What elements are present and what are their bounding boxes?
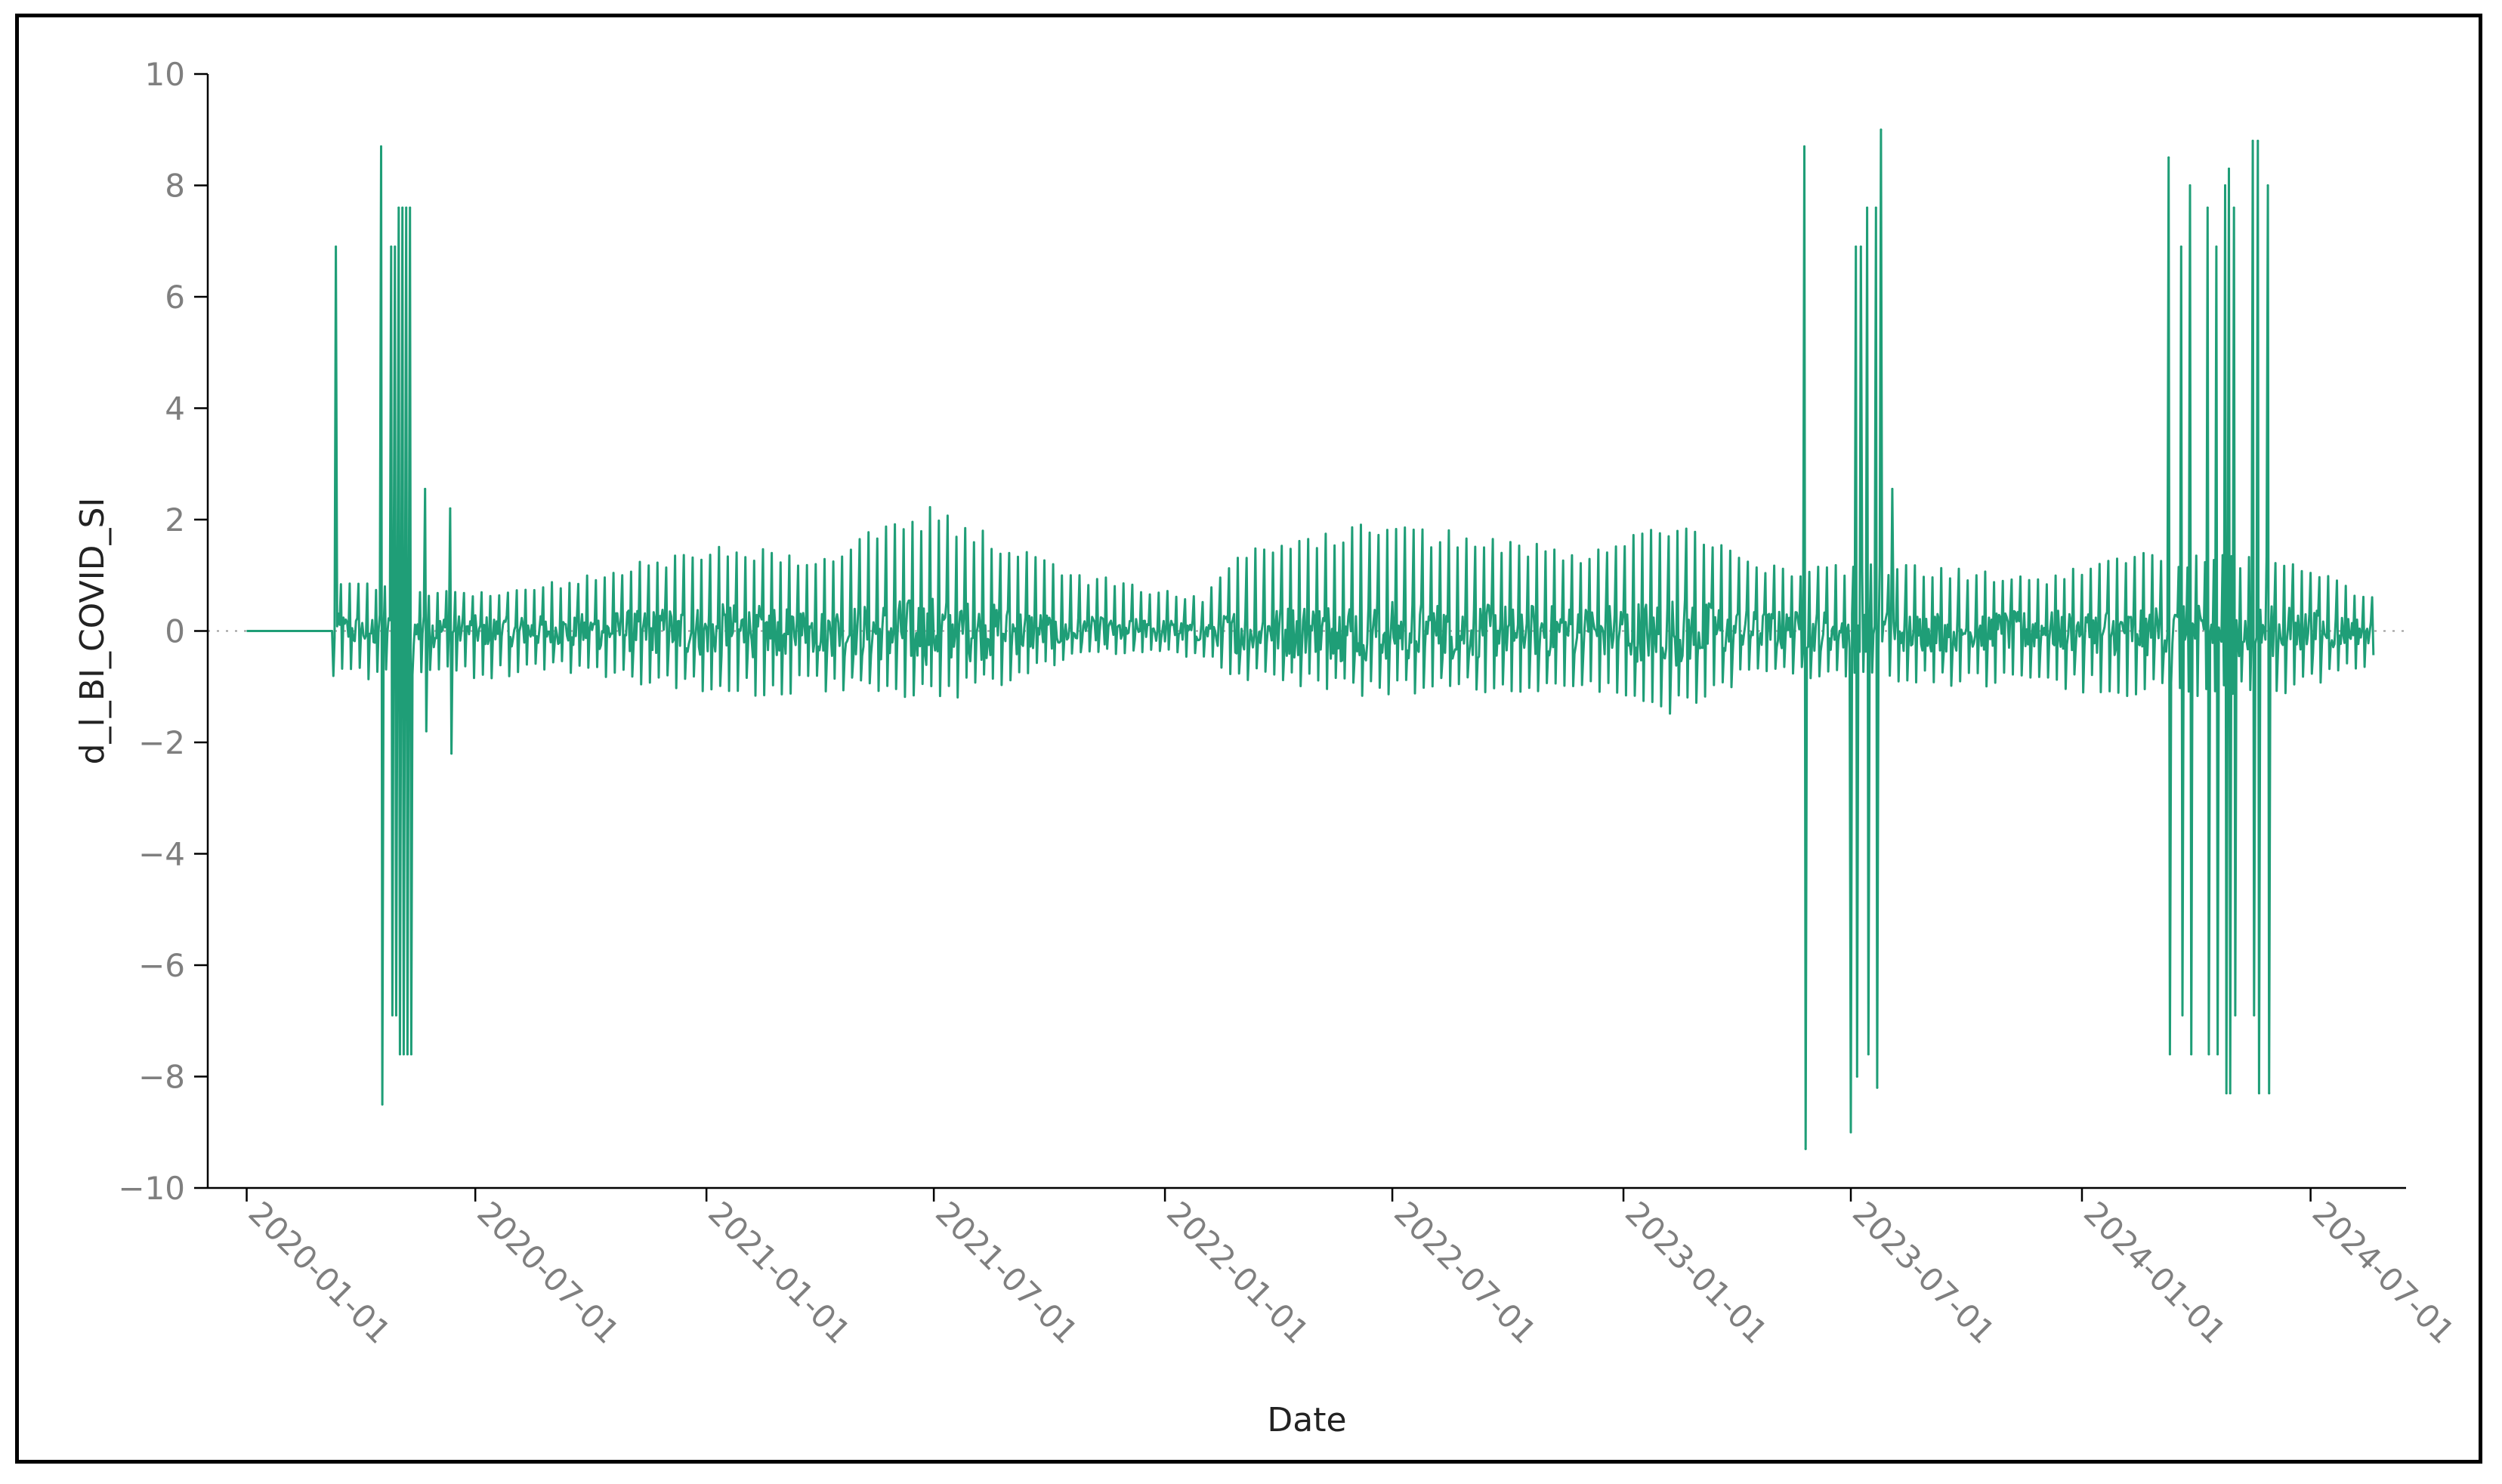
- spike-point: [2228, 167, 2231, 170]
- y-tick-label: 8: [165, 168, 185, 205]
- spike-point: [2256, 140, 2260, 142]
- spike-point: [405, 206, 408, 209]
- spike-point: [1804, 1147, 1807, 1150]
- spike-point: [1874, 206, 1877, 209]
- spike-point: [2216, 1053, 2219, 1056]
- spike-point: [2251, 140, 2254, 142]
- spike-point: [2234, 1014, 2237, 1017]
- spike-point: [2168, 1053, 2171, 1056]
- spike-point: [391, 1014, 394, 1017]
- series-line: [246, 128, 2375, 1150]
- spike-point: [398, 1053, 401, 1056]
- spike-point: [449, 507, 452, 510]
- spike-point: [450, 752, 453, 755]
- spike-point: [2257, 1092, 2260, 1095]
- spike-point: [381, 1103, 384, 1106]
- spike-point: [2188, 184, 2192, 187]
- spike-point: [390, 245, 393, 248]
- spike-point: [2266, 184, 2269, 187]
- y-tick-label: 4: [165, 390, 185, 427]
- spike-point: [1855, 1075, 1858, 1078]
- spike-point: [401, 206, 404, 209]
- x-tick-label: 2024-01-01: [2077, 1194, 2233, 1350]
- y-tick-label: −6: [138, 947, 185, 984]
- spike-point: [409, 1053, 412, 1056]
- y-tick-label: −8: [138, 1059, 185, 1096]
- spike-point: [1855, 245, 1858, 248]
- x-tick-label: 2020-07-01: [470, 1194, 626, 1350]
- spike-point: [379, 145, 382, 148]
- x-tick-label: 2022-07-01: [1387, 1194, 1543, 1350]
- y-tick-label: 0: [165, 613, 185, 650]
- spike-point: [2179, 245, 2182, 248]
- spike-point: [2268, 1092, 2271, 1095]
- spike-point: [1880, 128, 1883, 131]
- spike-point: [2229, 1092, 2232, 1095]
- spike-point: [2215, 245, 2218, 248]
- x-tick-label: 2020-01-01: [241, 1194, 397, 1350]
- spike-point: [394, 1014, 397, 1017]
- spike-point: [394, 245, 397, 248]
- chart-frame: 10 8 6 4 2 0 −2 −4 −6 −8 −10 2020-01-01 2020-07-01 2…: [15, 14, 2482, 1464]
- spike-point: [2232, 206, 2235, 209]
- spike-point: [2190, 1053, 2193, 1056]
- x-axis-ticks: 2020-01-01 2020-07-01 2021-01-01 2021-07-01…: [241, 1188, 2462, 1351]
- spike-point: [1859, 245, 1862, 248]
- spike-point: [1891, 487, 1894, 490]
- spike-point: [2225, 1092, 2228, 1095]
- x-tick-label: 2023-07-01: [1846, 1194, 2002, 1350]
- x-tick-label: 2022-01-01: [1160, 1194, 1316, 1350]
- spike-point: [425, 730, 428, 733]
- y-tick-label: −10: [118, 1170, 185, 1207]
- y-tick-label: −2: [138, 724, 185, 761]
- spike-point: [397, 206, 400, 209]
- spike-point: [1876, 1086, 1879, 1089]
- spike-point: [2206, 206, 2209, 209]
- x-tick-label: 2021-07-01: [928, 1194, 1085, 1350]
- spike-point: [1867, 1053, 1870, 1056]
- x-tick-label: 2023-01-01: [1618, 1194, 1775, 1350]
- spike-point: [406, 1053, 409, 1056]
- spike-point: [335, 245, 338, 248]
- spike-point: [2224, 184, 2227, 187]
- spike-point: [2207, 1053, 2210, 1056]
- spike-point: [409, 206, 412, 209]
- series-d-l-bi-covid-si: [246, 128, 2375, 1150]
- x-tick-label: 2021-01-01: [701, 1194, 857, 1350]
- y-tick-label: 10: [145, 56, 185, 93]
- spike-point: [1802, 145, 1805, 148]
- spike-point: [2181, 1014, 2184, 1017]
- x-axis-title: Date: [1267, 1401, 1346, 1439]
- spike-point: [402, 1053, 405, 1056]
- spike-point: [1849, 1131, 1852, 1134]
- x-tick-label: 2024-07-01: [2306, 1194, 2462, 1350]
- y-tick-label: 2: [165, 501, 185, 538]
- y-tick-label: 6: [165, 279, 185, 316]
- y-tick-label: −4: [138, 836, 185, 873]
- spike-point: [424, 487, 427, 490]
- y-axis-title: d_l_BI_COVID_SI: [73, 498, 112, 765]
- y-axis-ticks: 10 8 6 4 2 0 −2 −4 −6 −8 −10: [118, 56, 208, 1207]
- spike-point: [2167, 156, 2170, 159]
- spike-point: [1866, 206, 1869, 209]
- spike-point: [2253, 1014, 2256, 1017]
